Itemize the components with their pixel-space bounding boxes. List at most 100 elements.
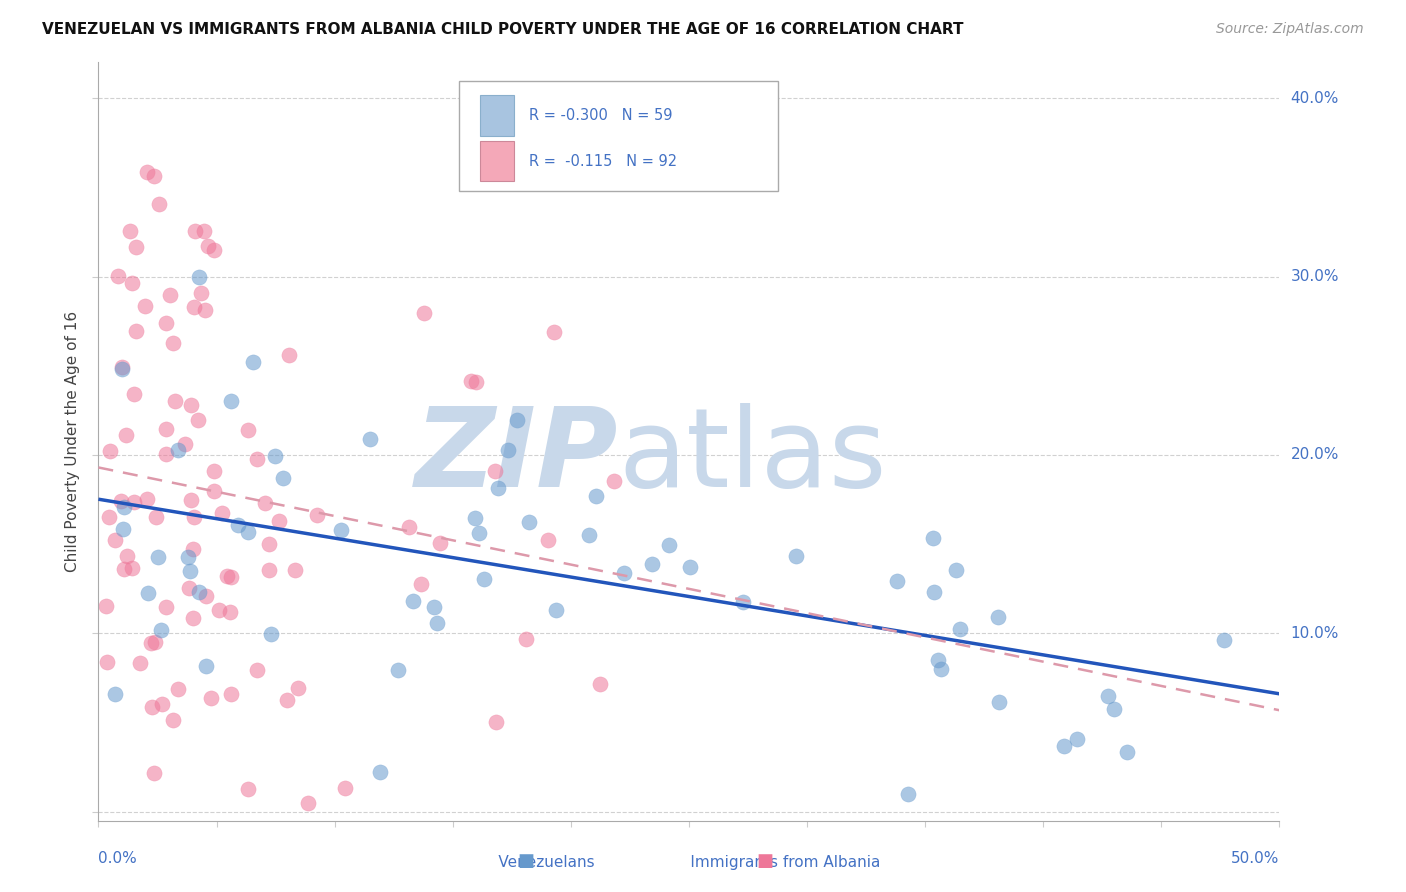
Point — [585, 489, 607, 503]
Point — [115, 549, 138, 563]
Point — [543, 325, 565, 339]
Point — [219, 687, 242, 701]
Text: Source: ZipAtlas.com: Source: ZipAtlas.com — [1216, 22, 1364, 37]
Point — [163, 393, 186, 408]
Point — [180, 398, 202, 412]
Point — [136, 492, 159, 507]
Text: 0.0%: 0.0% — [98, 851, 138, 866]
Point — [162, 714, 184, 728]
Point — [146, 550, 169, 565]
Point — [733, 595, 755, 609]
Point — [96, 655, 118, 669]
Point — [98, 444, 121, 458]
Point — [537, 533, 560, 547]
Point — [987, 610, 1010, 624]
Point — [180, 493, 202, 508]
Text: Venezuelans: Venezuelans — [474, 855, 595, 870]
Point — [120, 224, 142, 238]
Point — [641, 558, 664, 572]
Point — [97, 509, 120, 524]
Point — [129, 656, 152, 670]
Point — [142, 765, 165, 780]
Point — [150, 623, 173, 637]
Point — [217, 569, 239, 583]
Point — [219, 605, 242, 619]
FancyBboxPatch shape — [479, 95, 515, 136]
Point — [1102, 702, 1125, 716]
Point — [112, 562, 135, 576]
Text: ZIP: ZIP — [415, 403, 619, 510]
Point — [188, 269, 211, 284]
Point — [183, 300, 205, 314]
Point — [194, 303, 217, 318]
Point — [589, 677, 612, 691]
Point — [104, 533, 127, 548]
Point — [1097, 689, 1119, 703]
Point — [1052, 739, 1074, 754]
Point — [603, 474, 626, 488]
Point — [143, 634, 166, 648]
Point — [886, 574, 908, 588]
Point — [125, 325, 148, 339]
Text: 40.0%: 40.0% — [1291, 91, 1339, 105]
Point — [111, 362, 134, 376]
Point — [236, 782, 259, 797]
Point — [264, 449, 287, 463]
Point — [987, 695, 1010, 709]
Point — [679, 560, 702, 574]
Point — [139, 636, 162, 650]
Point — [104, 687, 127, 701]
Point — [398, 520, 420, 534]
Point — [134, 299, 156, 313]
Point — [297, 796, 319, 810]
Point — [110, 494, 132, 508]
Point — [921, 531, 943, 545]
Point — [194, 658, 217, 673]
Point — [287, 681, 309, 695]
Point — [949, 623, 972, 637]
Point — [468, 525, 491, 540]
Point — [922, 585, 945, 599]
Point — [190, 285, 212, 300]
Text: Immigrants from Albania: Immigrants from Albania — [666, 855, 880, 870]
Text: 50.0%: 50.0% — [1232, 851, 1279, 866]
Point — [181, 610, 204, 624]
Point — [1115, 745, 1137, 759]
Y-axis label: Child Poverty Under the Age of 16: Child Poverty Under the Age of 16 — [65, 311, 80, 572]
Text: 20.0%: 20.0% — [1291, 448, 1339, 462]
Point — [1066, 732, 1088, 747]
Point — [166, 442, 188, 457]
Point — [485, 714, 508, 729]
Point — [329, 523, 352, 537]
Point — [359, 432, 381, 446]
Point — [183, 542, 205, 557]
Point — [155, 447, 177, 461]
Point — [426, 615, 449, 630]
Text: ■: ■ — [756, 852, 773, 870]
Point — [111, 522, 134, 536]
FancyBboxPatch shape — [458, 81, 778, 191]
Point — [238, 524, 260, 539]
Text: R =  -0.115   N = 92: R = -0.115 N = 92 — [530, 153, 678, 169]
Point — [578, 528, 600, 542]
Point — [107, 269, 129, 284]
Text: atlas: atlas — [619, 403, 887, 510]
Point — [194, 589, 217, 603]
Point — [112, 500, 135, 515]
Point — [474, 572, 496, 586]
Point — [658, 538, 681, 552]
Point — [136, 164, 159, 178]
Point — [162, 335, 184, 350]
Point — [515, 632, 537, 646]
Point — [202, 464, 225, 478]
Point — [187, 585, 209, 599]
Point — [211, 506, 233, 520]
Point — [413, 306, 436, 320]
Point — [460, 374, 482, 388]
Point — [254, 496, 277, 510]
Point — [257, 563, 280, 577]
Point — [486, 481, 509, 495]
Point — [155, 422, 177, 436]
Point — [242, 355, 264, 369]
Point — [122, 494, 145, 508]
